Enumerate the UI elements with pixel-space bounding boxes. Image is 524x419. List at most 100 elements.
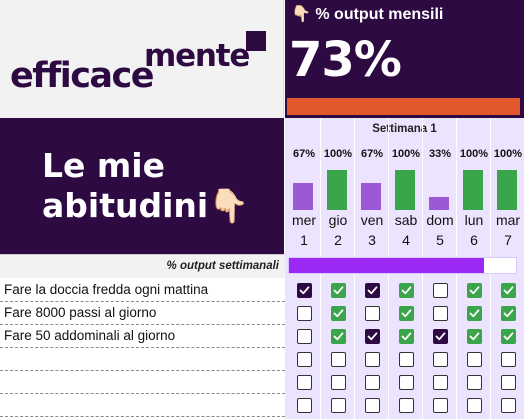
habit-checkbox-unchecked[interactable] [399, 375, 414, 390]
habit-checkbox-unchecked[interactable] [297, 375, 312, 390]
day-percent: 100% [493, 148, 523, 160]
habit-checkbox-checked[interactable] [467, 283, 482, 298]
monthly-output-title: 👇🏻 % output mensili [291, 6, 444, 23]
habit-row[interactable] [0, 348, 285, 371]
habit-checkbox-checked[interactable] [467, 306, 482, 321]
day-bar [361, 183, 381, 210]
habit-checkbox-unchecked[interactable] [433, 352, 448, 367]
habit-checkbox-unchecked[interactable] [365, 306, 380, 321]
habit-checkbox-checked[interactable] [467, 329, 482, 344]
day-percent: 33% [428, 148, 452, 160]
habit-checkbox-checked[interactable] [365, 329, 380, 344]
habit-checkbox-unchecked[interactable] [365, 352, 380, 367]
day-column: 33% dom 5 [423, 118, 457, 254]
habit-checkbox-unchecked[interactable] [297, 398, 312, 413]
monthly-progress-fill [287, 98, 458, 115]
day-bar [395, 170, 415, 210]
monthly-progress-bar [287, 98, 520, 115]
monthly-output-panel: 👇🏻 % output mensili 73% [285, 0, 524, 118]
habit-checkbox-checked[interactable] [501, 283, 516, 298]
habit-row[interactable]: Fare 8000 passi al giorno [0, 302, 285, 325]
habit-checkbox-unchecked[interactable] [331, 375, 346, 390]
habit-checkbox-unchecked[interactable] [399, 398, 414, 413]
day-bar [429, 197, 449, 210]
day-name: gio [328, 212, 348, 228]
weekly-output-row: % output settimanali [0, 254, 285, 278]
day-column: 100% mar 7 [491, 118, 524, 254]
day-percent: 100% [323, 148, 353, 160]
habit-checkbox-checked[interactable] [433, 329, 448, 344]
weekly-output-label: % output settimanali [166, 260, 279, 272]
habit-row[interactable]: Fare 50 addominali al giorno [0, 325, 285, 348]
habits-title-line2: abitudini👇🏻 [42, 186, 250, 225]
day-bar [463, 170, 483, 210]
habit-checkbox-unchecked[interactable] [297, 306, 312, 321]
habit-checkbox-checked[interactable] [399, 283, 414, 298]
day-column: 100% gio 2 [321, 118, 355, 254]
habit-name: Fare la doccia fredda ogni mattina [4, 282, 209, 297]
day-number: 1 [300, 232, 308, 248]
habit-checkbox-unchecked[interactable] [467, 352, 482, 367]
habit-checkbox-checked[interactable] [365, 283, 380, 298]
logo-text-mente: mente [144, 38, 250, 74]
day-number: 7 [504, 232, 512, 248]
habits-title-line1: Le mie [42, 146, 165, 185]
habit-checkbox-checked[interactable] [331, 283, 346, 298]
day-number: 5 [436, 232, 444, 248]
habit-checkbox-unchecked[interactable] [399, 352, 414, 367]
day-name: sab [394, 212, 418, 228]
habit-name: Fare 8000 passi al giorno [4, 305, 157, 320]
day-percent: 100% [459, 148, 489, 160]
habit-checkbox-checked[interactable] [331, 329, 346, 344]
day-column: 100% sab 4 [389, 118, 423, 254]
habit-checkbox-unchecked[interactable] [297, 352, 312, 367]
habit-checkbox-unchecked[interactable] [433, 306, 448, 321]
logo-text-efficace: efficace [10, 56, 155, 96]
habit-checkbox-unchecked[interactable] [433, 375, 448, 390]
logo-panel: efficace mente [0, 0, 284, 118]
day-column: 67% mer 1 [287, 118, 321, 254]
habit-checkbox-checked[interactable] [399, 306, 414, 321]
day-number: 2 [334, 232, 342, 248]
weekly-progress-fill [289, 258, 485, 273]
habit-row[interactable] [0, 371, 285, 394]
habit-checkbox-unchecked[interactable] [467, 375, 482, 390]
day-number: 3 [368, 232, 376, 248]
habit-checkbox-unchecked[interactable] [501, 375, 516, 390]
day-percent: 67% [292, 148, 316, 160]
habit-checkbox-unchecked[interactable] [501, 398, 516, 413]
habit-checkbox-checked[interactable] [501, 329, 516, 344]
habits-title: Le mie abitudini👇🏻 [42, 146, 249, 226]
habit-checkbox-unchecked[interactable] [467, 398, 482, 413]
habit-checkbox-unchecked[interactable] [331, 352, 346, 367]
logo-square-icon [246, 31, 266, 51]
habit-checkbox-checked[interactable] [297, 283, 312, 298]
day-bar [327, 170, 347, 210]
habit-checkbox-unchecked[interactable] [365, 375, 380, 390]
habits-title-panel: Le mie abitudini👇🏻 [0, 118, 284, 254]
day-name: lun [464, 212, 484, 228]
day-number: 4 [402, 232, 410, 248]
day-column: 67% ven 3 [355, 118, 389, 254]
habit-checkbox-unchecked[interactable] [365, 398, 380, 413]
day-bar [497, 170, 517, 210]
day-percent: 100% [391, 148, 421, 160]
weekly-progress-bar [288, 257, 517, 274]
day-name: dom [426, 212, 454, 228]
habit-checkbox-unchecked[interactable] [501, 352, 516, 367]
habit-checkbox-unchecked[interactable] [433, 398, 448, 413]
habit-checkbox-checked[interactable] [399, 329, 414, 344]
day-name: mer [291, 212, 317, 228]
habit-row[interactable]: Fare la doccia fredda ogni mattina [0, 279, 285, 302]
day-bar [293, 183, 313, 210]
habit-name: Fare 50 addominali al giorno [4, 328, 176, 343]
habit-checkbox-unchecked[interactable] [433, 283, 448, 298]
habit-checkbox-unchecked[interactable] [297, 329, 312, 344]
day-column: 100% lun 6 [457, 118, 491, 254]
habit-checkbox-unchecked[interactable] [331, 398, 346, 413]
habit-checkbox-checked[interactable] [501, 306, 516, 321]
monthly-output-percent: 73% [289, 32, 402, 88]
habit-checkbox-checked[interactable] [331, 306, 346, 321]
habit-row[interactable] [0, 394, 285, 417]
day-percent: 67% [360, 148, 384, 160]
